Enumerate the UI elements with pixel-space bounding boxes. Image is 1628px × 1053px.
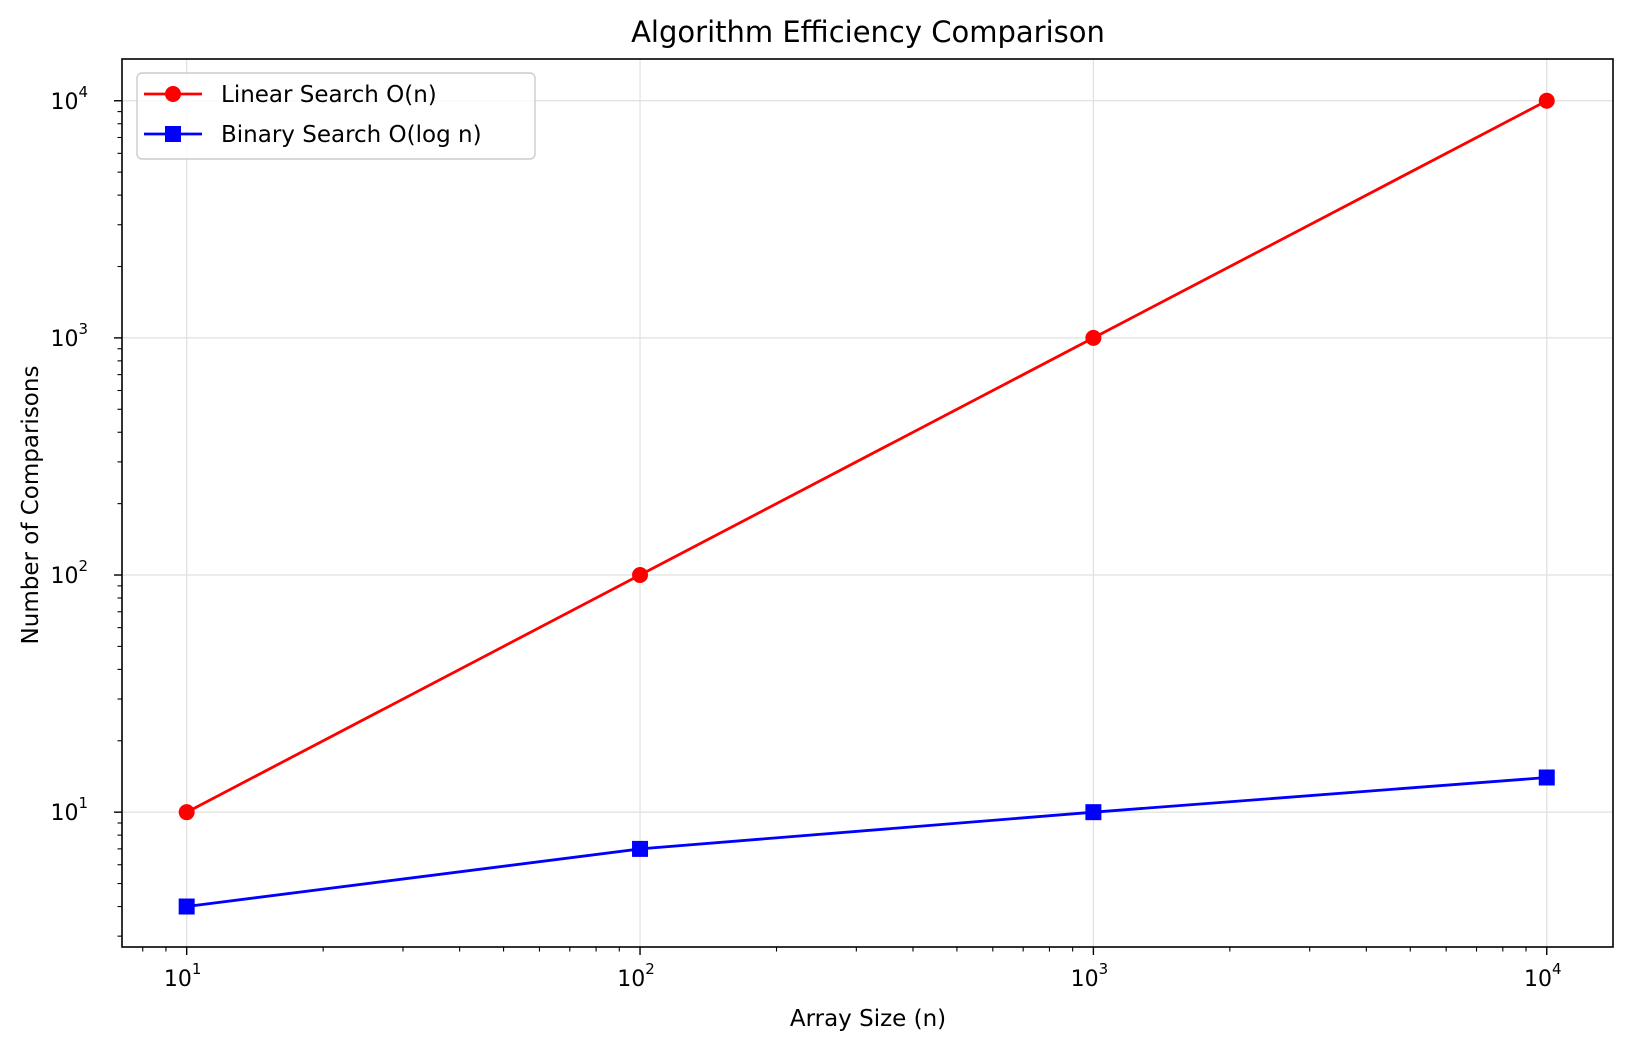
x-tick-base: 10 xyxy=(617,967,645,992)
y-tick-label: 103 xyxy=(50,320,88,352)
y-tick-label: 104 xyxy=(50,83,88,115)
y-tick-exponent: 3 xyxy=(78,320,88,338)
x-tick-label: 101 xyxy=(164,960,202,992)
legend-label-linear-search: Linear Search O(n) xyxy=(221,82,437,108)
y-tick-exponent: 2 xyxy=(78,557,88,575)
y-tick-base: 10 xyxy=(50,564,78,589)
data-point-binary-search-o-log-n xyxy=(632,840,649,857)
y-tick-base: 10 xyxy=(50,327,78,352)
series-linear-search-o-n xyxy=(178,92,1555,821)
data-point-binary-search-o-log-n xyxy=(1538,769,1555,786)
data-point-binary-search-o-log-n xyxy=(1085,804,1102,821)
series-line-binary-search-o-log-n xyxy=(186,776,1547,908)
legend-entry-binary-search: Binary Search O(log n) xyxy=(144,122,482,148)
chart-title: Algorithm Efficiency Comparison xyxy=(631,15,1105,49)
y-tick-base: 10 xyxy=(50,90,78,115)
legend-marker-binary-search xyxy=(165,126,181,142)
series-binary-search-o-log-n xyxy=(178,769,1555,915)
plot-frame xyxy=(121,58,1614,948)
legend: Linear Search O(n) Binary Search O(log n… xyxy=(136,72,536,160)
data-point-linear-search-o-n xyxy=(178,804,195,821)
y-tick-exponent: 1 xyxy=(78,794,88,812)
x-tick-base: 10 xyxy=(1524,967,1552,992)
x-axis-label: Array Size (n) xyxy=(790,1006,946,1032)
legend-box xyxy=(136,72,536,160)
series-line-linear-search-o-n xyxy=(186,99,1548,814)
series-layer xyxy=(178,92,1555,915)
y-axis-label: Number of Comparisons xyxy=(18,366,44,645)
y-tick-base: 10 xyxy=(50,801,78,826)
x-tick-exponent: 3 xyxy=(1099,960,1109,978)
x-tick-base: 10 xyxy=(1071,967,1099,992)
x-tick-label: 104 xyxy=(1524,960,1562,992)
x-tick-base: 10 xyxy=(164,967,192,992)
major-ticks xyxy=(114,100,1548,955)
x-tick-label: 103 xyxy=(1071,960,1109,992)
x-tick-exponent: 1 xyxy=(192,960,202,978)
x-tick-label: 102 xyxy=(617,960,655,992)
data-point-binary-search-o-log-n xyxy=(178,898,195,915)
data-point-linear-search-o-n xyxy=(1085,329,1102,346)
legend-entry-linear-search: Linear Search O(n) xyxy=(144,82,437,108)
y-tick-exponent: 4 xyxy=(78,83,88,101)
y-tick-label: 101 xyxy=(50,794,88,826)
x-tick-exponent: 4 xyxy=(1552,960,1562,978)
data-point-linear-search-o-n xyxy=(632,567,649,584)
legend-marker-linear-search xyxy=(165,86,181,102)
x-tick-exponent: 2 xyxy=(645,960,655,978)
data-point-linear-search-o-n xyxy=(1538,92,1555,109)
legend-label-binary-search: Binary Search O(log n) xyxy=(221,122,482,148)
y-tick-label: 102 xyxy=(50,557,88,589)
